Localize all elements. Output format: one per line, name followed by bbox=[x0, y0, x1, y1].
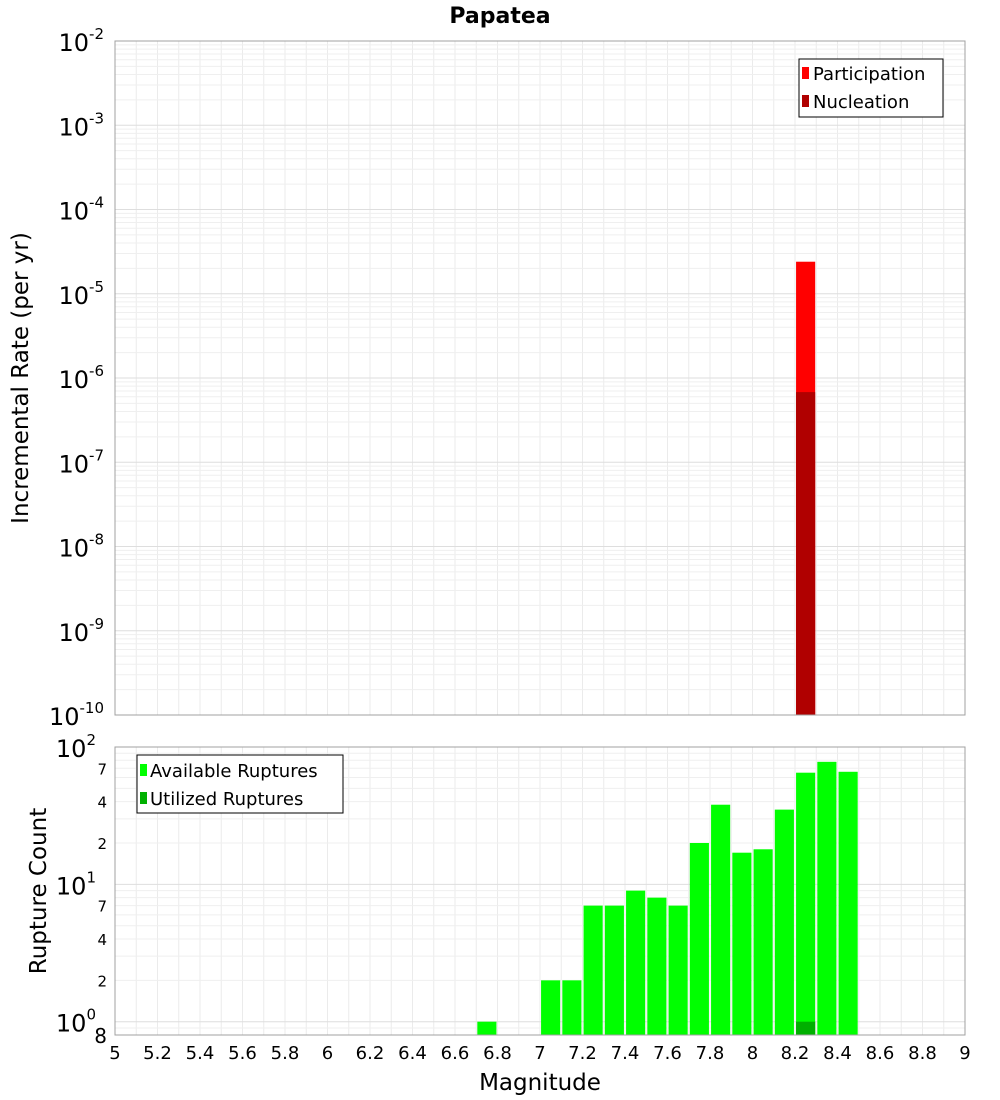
y-tick-label: 10-3 bbox=[58, 109, 104, 141]
x-tick-label: 9 bbox=[959, 1043, 970, 1064]
y-tick-label: 10-9 bbox=[58, 615, 104, 647]
y-tick-label: 7 bbox=[97, 760, 107, 778]
bar-available-ruptures bbox=[817, 761, 837, 1035]
top-legend: Participation Nucleation bbox=[798, 58, 944, 118]
x-tick-label: 6.8 bbox=[483, 1043, 512, 1064]
bottom-legend: Available Ruptures Utilized Ruptures bbox=[136, 754, 344, 814]
bar-available-ruptures bbox=[689, 843, 709, 1035]
y-tick-label: 8 bbox=[94, 1024, 107, 1048]
y-tick-label: 10-8 bbox=[58, 531, 104, 563]
x-tick-label: 7.2 bbox=[568, 1043, 597, 1064]
bottom-legend-box bbox=[136, 754, 344, 814]
x-tick-label: 8 bbox=[747, 1043, 758, 1064]
bar-available-ruptures bbox=[477, 1021, 497, 1035]
bar-available-ruptures bbox=[668, 905, 688, 1035]
x-tick-label: 5.2 bbox=[143, 1043, 172, 1064]
bar-available-ruptures bbox=[753, 849, 773, 1035]
top-y-tick-labels: 10-10 10-9 10-8 10-7 10-6 10-5 10-4 10-3 10-2 bbox=[49, 25, 104, 731]
x-tick-label: 8.8 bbox=[908, 1043, 937, 1064]
x-tick-label: 5 bbox=[109, 1043, 120, 1064]
x-tick-label: 7.8 bbox=[696, 1043, 725, 1064]
bar-available-ruptures bbox=[562, 980, 582, 1035]
bar-available-ruptures bbox=[711, 804, 731, 1035]
x-tick-label: 7.4 bbox=[611, 1043, 640, 1064]
bottom-panel-frame bbox=[114, 746, 966, 1036]
x-tick-label: 6.4 bbox=[398, 1043, 427, 1064]
bar-available-ruptures bbox=[647, 897, 667, 1035]
top-legend-box bbox=[798, 58, 944, 118]
y-tick-label: 10-10 bbox=[49, 699, 104, 731]
top-panel-grid bbox=[115, 41, 965, 715]
y-tick-label: 101 bbox=[56, 868, 96, 900]
bar-available-ruptures bbox=[838, 771, 858, 1035]
y-tick-label: 4 bbox=[97, 931, 107, 949]
bar-available-ruptures bbox=[604, 905, 624, 1035]
y-tick-label: 2 bbox=[97, 835, 107, 853]
bar-utilized-ruptures bbox=[796, 1021, 816, 1035]
bottom-panel-bars bbox=[477, 761, 858, 1035]
legend-swatch-available-ruptures bbox=[140, 764, 147, 776]
bar-available-ruptures bbox=[541, 980, 561, 1035]
chart-title: Papatea bbox=[449, 4, 550, 29]
x-tick-label: 8.2 bbox=[781, 1043, 810, 1064]
top-panel-bars bbox=[796, 261, 816, 715]
legend-swatch-nucleation bbox=[802, 95, 809, 107]
x-tick-label: 7.6 bbox=[653, 1043, 682, 1064]
y-tick-label: 7 bbox=[97, 898, 107, 916]
x-tick-label: 8.6 bbox=[866, 1043, 895, 1064]
y-tick-label: 102 bbox=[56, 731, 96, 763]
top-panel-frame bbox=[114, 40, 966, 716]
y-tick-label: 10-7 bbox=[58, 446, 104, 478]
top-y-axis-label: Incremental Rate (per yr) bbox=[8, 232, 34, 524]
bar-nucleation bbox=[796, 392, 816, 715]
x-tick-label: 6.6 bbox=[441, 1043, 470, 1064]
x-tick-label: 5.4 bbox=[186, 1043, 215, 1064]
y-tick-label: 2 bbox=[97, 972, 107, 990]
x-tick-label: 8.4 bbox=[823, 1043, 852, 1064]
y-tick-label: 10-2 bbox=[58, 25, 104, 57]
x-tick-label: 5.6 bbox=[228, 1043, 257, 1064]
x-tick-label: 7 bbox=[534, 1043, 545, 1064]
legend-swatch-utilized-ruptures bbox=[140, 792, 147, 804]
x-tick-labels: 5 5.2 5.4 5.6 5.8 6 6.2 6.4 6.6 6.8 7 7.2 7.4 7.6 7.8 8… bbox=[109, 1043, 970, 1064]
y-tick-label: 10-6 bbox=[58, 362, 104, 394]
y-tick-label: 4 bbox=[97, 794, 107, 812]
bar-available-ruptures bbox=[732, 852, 752, 1035]
legend-label-participation: Participation bbox=[813, 64, 925, 85]
y-tick-label: 10-4 bbox=[58, 194, 104, 226]
x-tick-label: 6.2 bbox=[356, 1043, 385, 1064]
legend-label-nucleation: Nucleation bbox=[813, 92, 909, 113]
bar-available-ruptures bbox=[774, 809, 794, 1035]
bottom-y-axis-label: Rupture Count bbox=[26, 808, 52, 974]
x-axis-label: Magnitude bbox=[479, 1070, 601, 1096]
legend-label-available-ruptures: Available Ruptures bbox=[150, 761, 318, 782]
bar-available-ruptures bbox=[626, 890, 646, 1035]
y-tick-label: 100 bbox=[56, 1006, 96, 1038]
x-tick-label: 6 bbox=[322, 1043, 333, 1064]
x-tick-label: 5.8 bbox=[271, 1043, 300, 1064]
bar-available-ruptures bbox=[583, 905, 603, 1035]
legend-label-utilized-ruptures: Utilized Ruptures bbox=[150, 789, 303, 810]
legend-swatch-participation bbox=[802, 67, 809, 79]
y-tick-label: 10-5 bbox=[58, 278, 104, 310]
bar-available-ruptures bbox=[796, 772, 816, 1035]
